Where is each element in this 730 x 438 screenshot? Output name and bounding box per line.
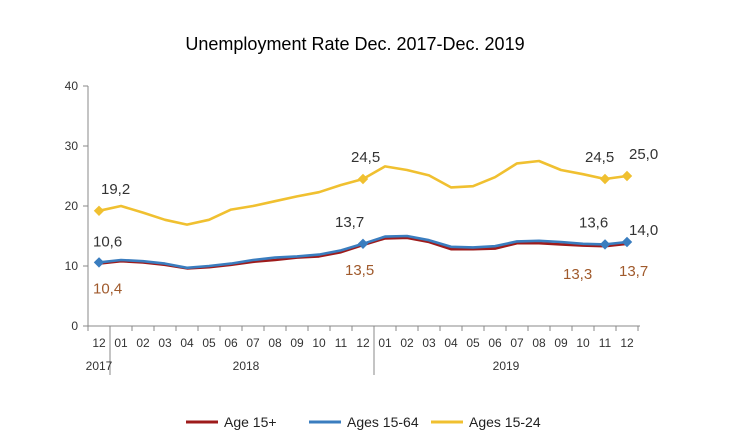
legend: Age 15+ Ages 15-64 Ages 15-24	[186, 414, 541, 430]
x-tick-label: 01	[378, 336, 392, 350]
data-label: 25,0	[629, 146, 658, 163]
data-label: 13,6	[579, 214, 608, 231]
x-tick-label: 11	[335, 336, 348, 350]
data-label: 14,0	[629, 222, 658, 239]
data-label: 19,2	[101, 181, 130, 198]
x-tick-label: 04	[444, 336, 458, 350]
year-label: 2018	[233, 359, 260, 373]
x-tick-label: 04	[180, 336, 194, 350]
point-marker	[621, 170, 633, 182]
x-tick-label: 11	[599, 336, 612, 350]
x-tick-label: 02	[400, 336, 414, 350]
x-tick-label: 01	[114, 336, 128, 350]
point-marker	[93, 205, 105, 217]
data-labels: 19,2 24,5 24,5 25,0 10,6 13,7 13,6 14,0 10,4 13,5…	[93, 146, 658, 298]
chart-title: Unemployment Rate Dec. 2017-Dec. 2019	[185, 34, 524, 54]
x-tick-label: 10	[576, 336, 590, 350]
point-marker	[599, 173, 611, 185]
series-markers	[93, 170, 633, 268]
x-tick-label: 03	[422, 336, 436, 350]
y-tick-label: 20	[65, 199, 79, 213]
x-tick-label: 02	[136, 336, 150, 350]
legend-label: Ages 15-64	[347, 414, 419, 430]
point-marker	[357, 238, 369, 250]
data-label: 24,5	[351, 149, 380, 166]
x-tick-label: 12	[92, 336, 106, 350]
y-tick-label: 30	[65, 139, 79, 153]
year-label: 2019	[493, 359, 520, 373]
y-tick-label: 10	[65, 259, 79, 273]
data-label: 13,5	[345, 262, 374, 279]
x-tick-label: 06	[488, 336, 502, 350]
data-label: 10,6	[93, 233, 122, 250]
data-label: 13,7	[619, 263, 648, 280]
x-tick-label: 07	[246, 336, 260, 350]
x-tick-label: 05	[202, 336, 216, 350]
point-marker	[357, 173, 369, 185]
x-tick-label: 09	[290, 336, 304, 350]
data-label: 10,4	[93, 281, 122, 298]
data-label: 24,5	[585, 149, 614, 166]
point-marker	[621, 236, 633, 248]
axes: 0 10 20 30 40 12 01 02 03 04 05 06 07 08 09 10 11 12 01 02 0…	[65, 79, 640, 375]
x-tick-label: 07	[510, 336, 524, 350]
x-tick-label: 12	[620, 336, 634, 350]
x-tick-label: 08	[532, 336, 546, 350]
year-label: 2017	[86, 359, 113, 373]
data-label: 13,7	[335, 214, 364, 231]
y-tick-label: 40	[65, 79, 79, 93]
point-marker	[93, 257, 105, 268]
legend-label: Ages 15-24	[469, 414, 541, 430]
y-tick-label: 0	[71, 319, 78, 333]
legend-label: Age 15+	[224, 414, 277, 430]
x-tick-label: 09	[554, 336, 568, 350]
x-tick-label: 05	[466, 336, 480, 350]
x-tick-label: 08	[268, 336, 282, 350]
x-tick-label: 10	[312, 336, 326, 350]
data-label: 13,3	[563, 266, 592, 283]
x-tick-label: 12	[356, 336, 370, 350]
point-marker	[599, 239, 611, 250]
x-tick-label: 03	[158, 336, 172, 350]
x-tick-label: 06	[224, 336, 238, 350]
